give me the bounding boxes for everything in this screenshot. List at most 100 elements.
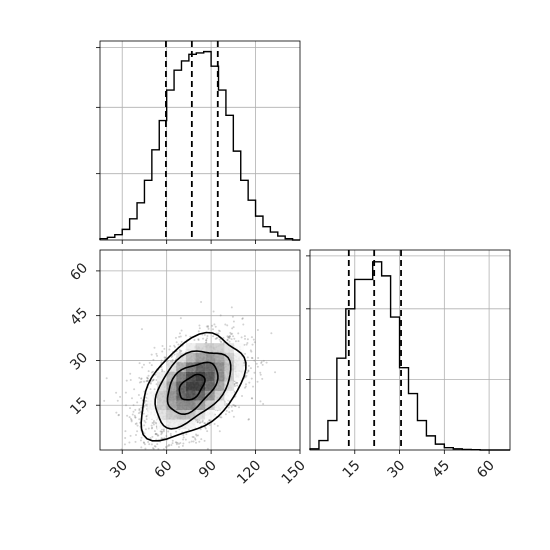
scatter-point: [193, 455, 195, 457]
scatter-point: [152, 379, 155, 382]
scatter-point: [150, 371, 153, 374]
scatter-point: [142, 441, 145, 444]
scatter-point: [203, 422, 206, 425]
scatter-point: [140, 446, 143, 449]
scatter-point: [213, 323, 216, 326]
joint-density-panel: 30 60 90 120 150 15 30 45 60: [67, 249, 309, 488]
scatter-point: [171, 358, 174, 361]
scatter-point: [124, 430, 127, 433]
joint-density-squares: [147, 343, 244, 430]
scatter-point: [197, 338, 200, 341]
scatter-point: [140, 378, 143, 381]
scatter-point: [182, 436, 185, 439]
density-cell: [224, 352, 235, 363]
density-cell: [224, 381, 235, 391]
density-cell: [205, 400, 215, 410]
scatter-point: [173, 353, 176, 356]
scatter-point: [247, 418, 250, 421]
joint-x-tick-label-3: 120: [234, 458, 264, 488]
scatter-point: [228, 340, 231, 343]
top-histogram-quantiles: [165, 41, 219, 240]
scatter-point: [161, 345, 164, 348]
scatter-point: [232, 415, 235, 418]
scatter-point: [212, 310, 215, 313]
scatter-point: [249, 367, 252, 370]
density-cell: [195, 371, 206, 382]
scatter-point: [242, 323, 245, 326]
right-x-tick-label-1: 30: [384, 458, 408, 482]
scatter-point: [206, 335, 209, 338]
scatter-point: [241, 317, 244, 320]
joint-y-tick-label-3: 60: [67, 260, 91, 284]
joint-x-tick-label-1: 60: [152, 458, 176, 482]
scatter-point: [233, 385, 236, 388]
scatter-point: [230, 333, 233, 336]
scatter-point: [146, 376, 149, 379]
scatter-point: [212, 335, 215, 338]
joint-contours: [140, 331, 247, 442]
scatter-point: [152, 447, 155, 450]
scatter-point: [226, 324, 229, 327]
scatter-point: [182, 438, 185, 441]
scatter-point: [169, 434, 172, 437]
density-cell: [224, 390, 235, 401]
right-histogram-line: [309, 261, 510, 451]
joint-density-ticks: [96, 270, 301, 454]
scatter-point: [247, 418, 250, 421]
joint-y-tick-label-0: 15: [67, 394, 91, 418]
scatter-point: [224, 413, 227, 416]
density-cell: [185, 419, 196, 430]
scatter-point: [135, 422, 138, 425]
density-cell: [176, 400, 186, 410]
scatter-point: [153, 430, 156, 433]
scatter-point: [170, 356, 173, 359]
scatter-point: [184, 438, 187, 441]
scatter-point: [182, 442, 185, 445]
density-cell: [147, 390, 158, 401]
scatter-point: [186, 456, 188, 458]
scatter-point: [256, 365, 259, 368]
scatter-point: [206, 430, 209, 433]
scatter-point: [174, 441, 177, 444]
scatter-point: [127, 450, 129, 452]
scatter-point: [149, 388, 152, 391]
scatter-point: [228, 411, 231, 414]
scatter-point: [137, 412, 140, 415]
scatter-point: [140, 436, 143, 439]
scatter-point: [234, 340, 237, 343]
scatter-point: [134, 470, 136, 472]
density-cell: [176, 371, 186, 382]
contour-middle: [166, 361, 219, 416]
scatter-point: [163, 356, 166, 359]
scatter-point: [150, 443, 153, 446]
density-cell: [185, 343, 196, 353]
scatter-point: [150, 453, 152, 455]
scatter-point: [134, 423, 137, 426]
scatter-point: [198, 327, 201, 330]
scatter-point: [140, 377, 143, 380]
density-cell: [214, 381, 225, 391]
scatter-point: [243, 364, 246, 367]
scatter-point: [234, 381, 237, 384]
scatter-point: [226, 339, 229, 342]
scatter-point: [205, 339, 208, 342]
scatter-point: [203, 333, 206, 336]
scatter-point: [201, 419, 204, 422]
scatter-point: [164, 356, 167, 359]
scatter-point: [140, 406, 143, 409]
scatter-point: [146, 379, 149, 382]
right-x-tick-label-0: 15: [340, 458, 364, 482]
scatter-point: [154, 433, 157, 436]
scatter-point: [259, 373, 262, 376]
density-cell: [166, 410, 177, 420]
density-cell: [147, 410, 158, 420]
scatter-point: [128, 416, 131, 419]
scatter-point: [130, 419, 133, 422]
scatter-point: [161, 369, 164, 372]
scatter-point: [246, 356, 249, 359]
scatter-point: [145, 403, 148, 406]
scatter-point: [150, 353, 153, 356]
density-cell: [185, 390, 196, 401]
scatter-point: [153, 445, 156, 448]
scatter-point: [133, 388, 136, 391]
